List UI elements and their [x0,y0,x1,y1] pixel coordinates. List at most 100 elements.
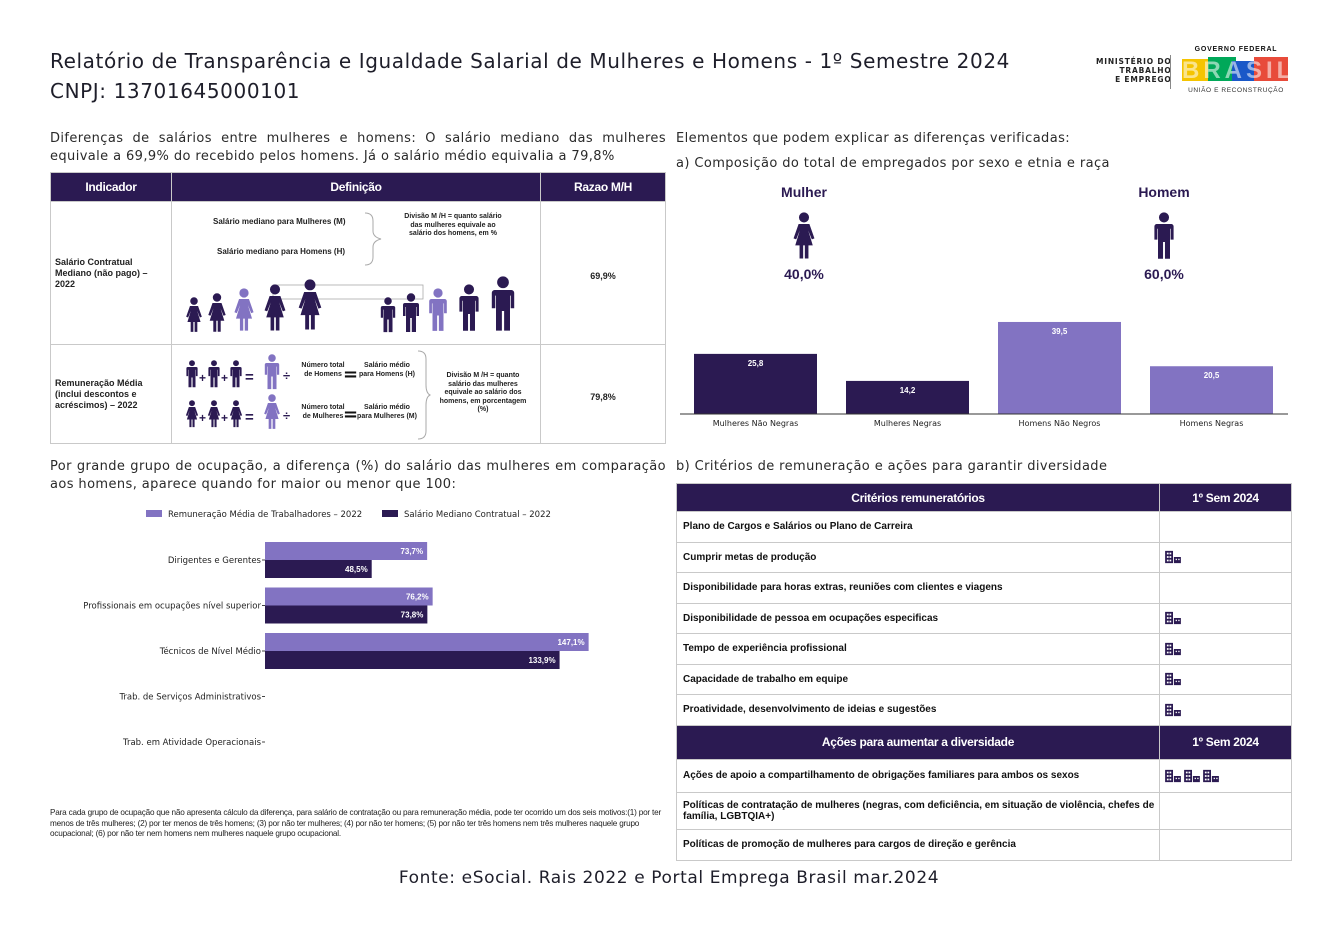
header-definicao: Definição [171,172,541,202]
header-acoes: Ações para aumentar a diversidade [676,724,1160,760]
ministry-logo: MINISTÉRIO DO TRABALHO E EMPREGO [1096,57,1172,84]
criteria-row: Disponibilidade para horas extras, reuni… [676,572,1292,604]
composition-value-label: 39,5 [1052,327,1068,336]
definition-cell-2: + + = ÷ + + = ÷ [171,344,541,444]
chart-legend: Remuneração Média de Trabalhadores – 202… [146,509,551,520]
criteria-label: Disponibilidade de pessoa em ocupações e… [676,602,1160,634]
svg-text:=: = [245,369,254,386]
svg-text:+: + [221,411,228,425]
avg-men: Salário médio para Homens (H) [358,362,415,378]
def-division-2: Divisão M /H = quanto salário das mulher… [439,372,527,413]
company-building-icon [1203,769,1219,782]
brace-icon [417,350,431,440]
men-composition: Homem 60,0% [1120,184,1208,282]
action-label: Políticas de contratação de mulheres (ne… [676,791,1160,830]
criteria-label: Proatividade, desenvolvimento de ideias … [676,694,1160,726]
avg-women: Salário médio para Mulheres (M) [357,404,417,420]
legend-label: Salário Mediano Contratual – 2022 [404,510,551,520]
criteria-icons-cell [1159,511,1292,543]
criteria-row: Plano de Cargos e Salários ou Plano de C… [676,511,1292,543]
ratio-value-2: 79,8% [590,391,616,402]
criteria-icons-cell [1159,663,1292,695]
logo-divider [1170,55,1171,89]
woman-icon [793,212,815,259]
gov-brasil-logo: GOVERNO FEDERAL BRASIL UNIÃO E RECONSTRU… [1182,46,1296,98]
criteria-icons-cell [1159,541,1292,573]
occupation-footnote: Para cada grupo de ocupação que não apre… [50,808,661,838]
source-note: Fonte: eSocial. Rais 2022 e Portal Empre… [398,868,940,888]
header-indicador: Indicador [50,172,172,202]
composition-bar [998,321,1121,414]
formula-icons: + + = ÷ + + = ÷ [185,354,290,429]
occupation-bar [265,560,372,578]
composition-chart: 25,8 Mulheres Não Negras 14,2 Mulheres Negr… [680,321,1288,428]
company-building-icon [1165,642,1181,655]
composition-bar [694,353,817,414]
criteria-icons-cell [1159,828,1292,861]
indicator-remuneracao-media: Remuneração Média (inclui descontos e ac… [55,377,143,410]
ratio-value-1: 69,9% [590,270,616,281]
criteria-label: Plano de Cargos e Salários ou Plano de C… [676,511,1160,543]
man-icon [1154,212,1174,259]
occupation-bar [265,542,428,560]
bar-value-label: 73,7% [400,547,423,556]
legend-swatch [146,510,162,517]
ministry-line-1: MINISTÉRIO DO [1096,57,1172,66]
header-razao: Razao M/H [540,172,666,202]
svg-text:+: + [199,371,206,385]
criteria-table: Critérios remuneratórios 1º Sem 2024 Pla… [676,483,1292,861]
explain-subtitle-b: b) Critérios de remuneração e ações para… [676,459,1108,474]
criteria-icons-cell [1159,791,1292,830]
header-sem-2: 1º Sem 2024 [1159,724,1292,760]
bar-value-label: 133,9% [528,656,555,665]
brasil-word: BRASIL [1182,57,1296,84]
report-title: Relatório de Transparência e Igualdade S… [50,49,1010,73]
criteria-row: Cumprir metas de produção [676,541,1292,573]
criteria-label: Cumprir metas de produção [676,541,1160,573]
company-building-icon [1165,551,1181,564]
svg-text:+: + [199,411,206,425]
def-division-1: Divisão M /H = quanto salário das mulher… [404,213,502,237]
category-label: Dirigentes e Gerentes [168,556,262,566]
category-label: Trab. em Atividade Operacionais [122,738,262,748]
cnpj-label: CNPJ: 13701645000101 [50,79,301,103]
action-row: Políticas de promoção de mulheres para c… [676,828,1292,861]
equals-icon: = [343,364,359,385]
page-title: Relatório de Transparência e Igualdade S… [50,46,1010,106]
criteria-label: Capacidade de trabalho em equipe [676,663,1160,695]
category-label: Profissionais em ocupações nível superio… [83,602,261,612]
occupation-chart: Remuneração Média de Trabalhadores – 202… [83,509,589,748]
composition-value-label: 25,8 [748,359,764,368]
composition-value-label: 14,2 [900,386,916,395]
indicator-cell-1: Salário Contratual Mediano (não pago) – … [50,201,172,345]
brace-icon [364,212,382,266]
ratio-cell-2: 79,8% [540,344,666,444]
criteria-label: Tempo de experiência profissional [676,633,1160,665]
occupation-intro: Por grande grupo de ocupação, a diferenç… [50,459,666,492]
action-label: Ações de apoio a compartilhamento de obr… [676,758,1160,793]
men-label: Homem [1138,184,1190,200]
svg-text:÷: ÷ [283,408,290,423]
svg-text:+: + [221,371,228,385]
total-women: Número total de Mulheres [301,404,345,420]
composition-category-label: Mulheres Negras [874,419,941,428]
header-sem-1: 1º Sem 2024 [1159,483,1292,512]
bar-value-label: 48,5% [345,565,368,574]
women-composition: Mulher 40,0% [760,184,848,282]
criteria-row: Tempo de experiência profissional [676,633,1292,665]
category-label: Técnicos de Nível Médio [159,646,261,657]
criteria-icons-cell [1159,602,1292,634]
action-row: Políticas de contratação de mulheres (ne… [676,791,1292,830]
def-men-median: Salário mediano para Homens (H) [217,247,346,256]
composition-value-label: 20,5 [1204,371,1220,380]
criteria-row: Capacidade de trabalho em equipe [676,663,1292,695]
action-label: Políticas de promoção de mulheres para c… [676,828,1160,861]
bar-value-label: 73,8% [401,611,424,620]
criteria-icons-cell [1159,633,1292,665]
category-label: Trab. de Serviços Administrativos [118,693,261,703]
company-building-icon [1165,769,1181,782]
criteria-row: Disponibilidade de pessoa em ocupações e… [676,602,1292,634]
indicator-table: Indicador Definição Razao M/H Salário Co… [50,172,666,444]
occupation-bar [265,587,433,606]
definition-cell-1: Salário mediano para Mulheres (M) Salári… [171,201,541,345]
